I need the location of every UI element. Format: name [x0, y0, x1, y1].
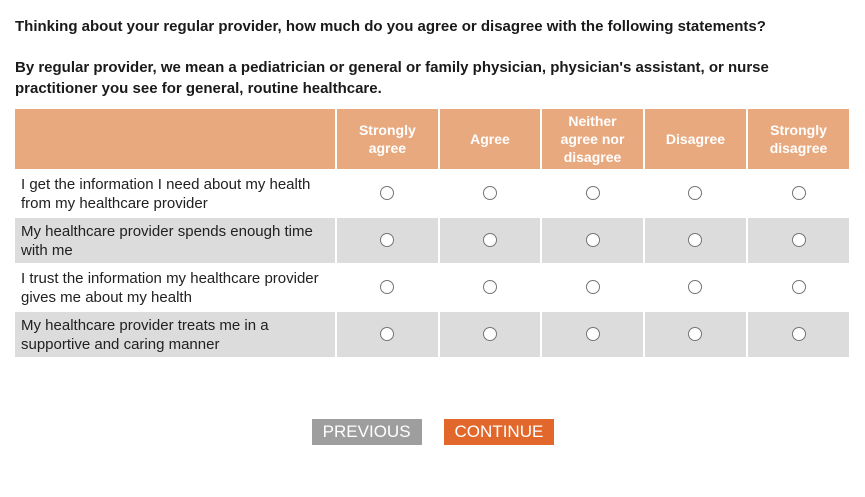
radio-cell[interactable] — [439, 312, 541, 357]
column-header-strongly-agree: Strongly agree — [336, 109, 438, 169]
radio-cell[interactable] — [542, 171, 643, 216]
definition-text: By regular provider, we mean a pediatric… — [15, 59, 769, 97]
column-header-strongly-disagree: Strongly disagree — [748, 109, 849, 169]
radio-cell[interactable] — [748, 218, 849, 263]
radio-row2-col3[interactable] — [585, 233, 600, 248]
row-statement: My healthcare provider spends enough tim… — [15, 218, 335, 263]
radio-row3-col5[interactable] — [791, 280, 806, 295]
radio-cell[interactable] — [748, 171, 849, 216]
row-statement: My healthcare provider treats me in a su… — [15, 312, 335, 357]
radio-row2-col4[interactable] — [688, 233, 703, 248]
radio-cell[interactable] — [644, 171, 746, 216]
continue-button[interactable]: CONTINUE — [443, 419, 555, 445]
radio-row3-col4[interactable] — [688, 280, 703, 295]
row-statement: I trust the information my healthcare pr… — [15, 265, 335, 310]
radio-cell[interactable] — [542, 218, 643, 263]
radio-cell[interactable] — [439, 171, 541, 216]
button-bar: PREVIOUS CONTINUE — [15, 419, 851, 445]
column-header-agree: Agree — [439, 109, 541, 169]
radio-cell[interactable] — [336, 312, 438, 357]
radio-cell[interactable] — [748, 265, 849, 310]
radio-cell[interactable] — [336, 265, 438, 310]
radio-cell[interactable] — [644, 218, 746, 263]
column-header-disagree: Disagree — [644, 109, 746, 169]
radio-cell[interactable] — [542, 265, 643, 310]
radio-row2-col5[interactable] — [791, 233, 806, 248]
radio-cell[interactable] — [439, 218, 541, 263]
radio-row3-col1[interactable] — [380, 280, 395, 295]
radio-row4-col1[interactable] — [380, 327, 395, 342]
survey-page: Thinking about your regular provider, ho… — [13, 18, 851, 445]
radio-cell[interactable] — [336, 171, 438, 216]
radio-row3-col3[interactable] — [585, 280, 600, 295]
radio-row2-col2[interactable] — [482, 233, 497, 248]
radio-cell[interactable] — [644, 312, 746, 357]
radio-cell[interactable] — [439, 265, 541, 310]
radio-row1-col1[interactable] — [380, 186, 395, 201]
previous-button[interactable]: PREVIOUS — [311, 419, 422, 445]
radio-row2-col1[interactable] — [380, 233, 395, 248]
radio-row4-col2[interactable] — [482, 327, 497, 342]
matrix-corner-cell — [15, 109, 335, 169]
radio-row4-col5[interactable] — [791, 327, 806, 342]
radio-cell[interactable] — [336, 218, 438, 263]
radio-row1-col2[interactable] — [482, 186, 497, 201]
radio-row1-col3[interactable] — [585, 186, 600, 201]
radio-row1-col5[interactable] — [791, 186, 806, 201]
radio-cell[interactable] — [542, 312, 643, 357]
matrix-header-row: Strongly agree Agree Neither agree nor dis… — [15, 109, 849, 169]
radio-cell[interactable] — [748, 312, 849, 357]
agreement-matrix: Strongly agree Agree Neither agree nor dis… — [13, 107, 851, 359]
radio-row3-col2[interactable] — [482, 280, 497, 295]
table-row: I trust the information my healthcare pr… — [15, 265, 849, 310]
table-row: I get the information I need about my he… — [15, 171, 849, 216]
row-statement: I get the information I need about my he… — [15, 171, 335, 216]
table-row: My healthcare provider spends enough tim… — [15, 218, 849, 263]
radio-row4-col3[interactable] — [585, 327, 600, 342]
radio-row4-col4[interactable] — [688, 327, 703, 342]
radio-cell[interactable] — [644, 265, 746, 310]
column-header-neither-agree-nor-disagree: Neither agree nor disagree — [542, 109, 643, 169]
table-row: My healthcare provider treats me in a su… — [15, 312, 849, 357]
question-text: Thinking about your regular provider, ho… — [15, 18, 766, 35]
radio-row1-col4[interactable] — [688, 186, 703, 201]
